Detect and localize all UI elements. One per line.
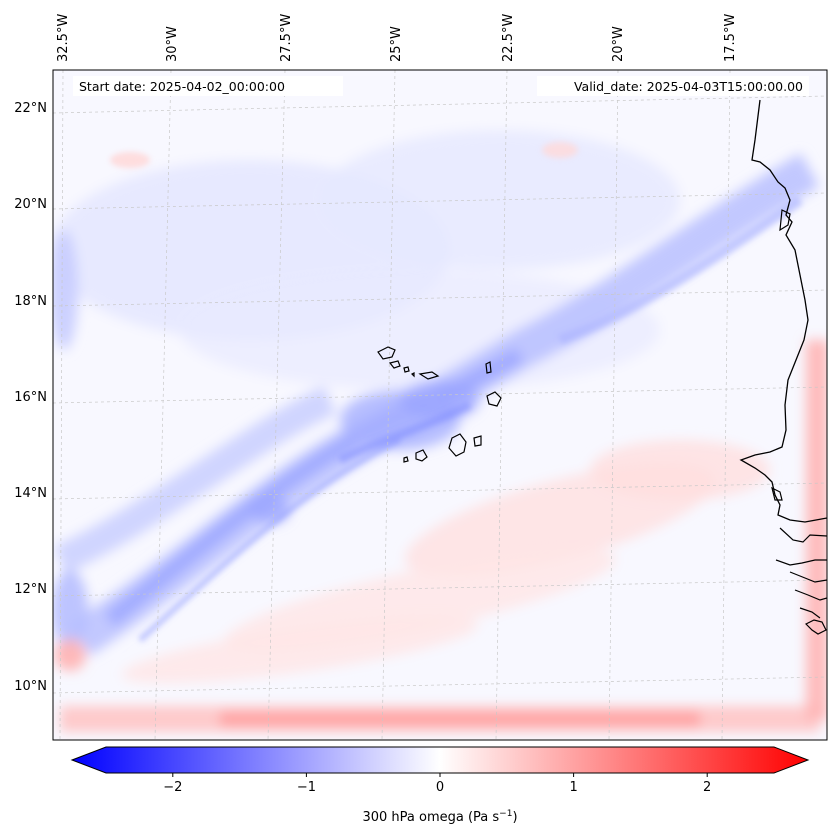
lon-label-22.5W: 22.5°W [501,14,516,62]
colorbar: −2 −1 0 1 2 300 hPa omega (Pa s−1) [70,746,810,825]
lat-label-12N: 12°N [14,582,47,597]
lat-label-14N: 14°N [14,486,47,501]
cape-verde-islands [377,346,502,463]
colorbar-tick-label: 0 [436,780,444,795]
colorbar-ticks: −2 −1 0 1 2 [163,773,711,795]
lon-axis: 32.5°W 30°W 27.5°W 25°W 22.5°W 20°W 17.5… [56,14,738,62]
lon-label-25W: 25°W [389,26,404,62]
omega-field-detail [110,142,803,643]
start-date-label: Start date: 2025-04-02_00:00:00 [79,79,285,94]
colorbar-body [70,746,810,774]
colorbar-tick-label: −2 [163,780,182,795]
colorbar-tick-label: 2 [703,780,711,795]
lat-label-16N: 16°N [14,390,47,405]
colorbar-title: 300 hPa omega (Pa s−1) [362,809,517,825]
coastline [739,99,827,523]
lat-label-20N: 20°N [14,197,47,212]
lat-axis: 22°N 20°N 18°N 16°N 14°N 12°N 10°N [14,101,47,694]
lat-label-18N: 18°N [14,294,47,309]
lon-label-32.5W: 32.5°W [56,14,71,62]
lon-label-30W: 30°W [165,26,180,62]
colorbar-tick-label: −1 [297,780,316,795]
colorbar-tick-label: 1 [569,780,577,795]
lon-label-17.5W: 17.5°W [723,14,738,62]
lat-label-10N: 10°N [14,679,47,694]
lon-label-20W: 20°W [611,26,626,62]
valid-date-label: Valid_date: 2025-04-03T15:00:00.00 [574,79,803,94]
graticule [53,70,827,740]
valid-date-box [537,76,809,96]
lat-label-22N: 22°N [14,101,47,116]
map-panel: Start date: 2025-04-02_00:00:00 Valid_da… [53,70,827,740]
start-date-box [73,76,343,96]
map-frame [52,69,828,741]
lon-label-27.5W: 27.5°W [279,14,294,62]
